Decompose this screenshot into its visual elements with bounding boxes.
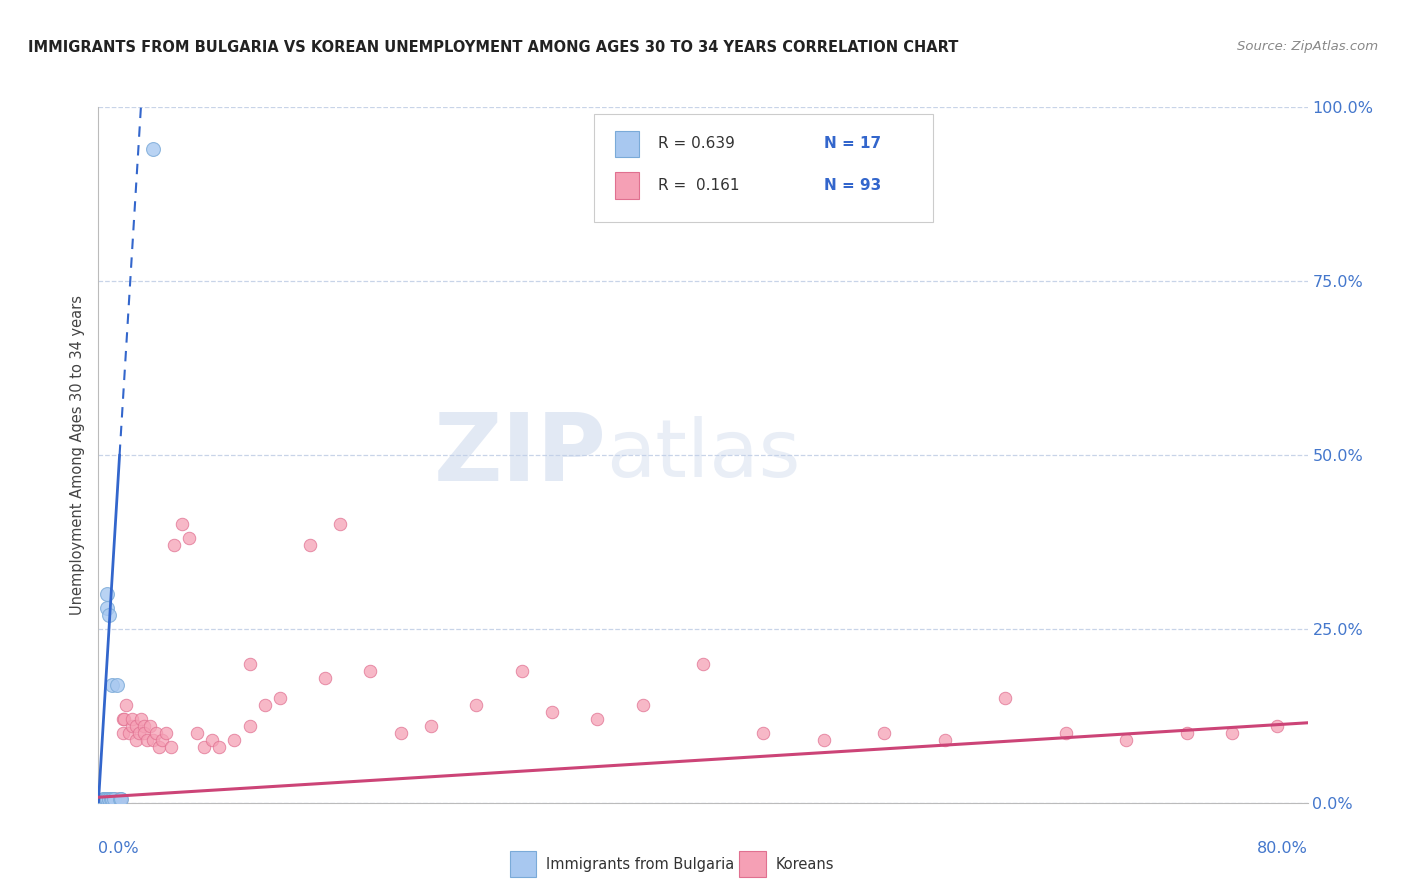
Text: R = 0.639: R = 0.639: [658, 136, 735, 152]
Text: IMMIGRANTS FROM BULGARIA VS KOREAN UNEMPLOYMENT AMONG AGES 30 TO 34 YEARS CORREL: IMMIGRANTS FROM BULGARIA VS KOREAN UNEMP…: [28, 40, 959, 55]
Text: ZIP: ZIP: [433, 409, 606, 501]
Text: atlas: atlas: [606, 416, 800, 494]
Text: N = 93: N = 93: [824, 178, 882, 194]
Y-axis label: Unemployment Among Ages 30 to 34 years: Unemployment Among Ages 30 to 34 years: [70, 295, 86, 615]
Text: 80.0%: 80.0%: [1257, 841, 1308, 856]
FancyBboxPatch shape: [509, 851, 536, 877]
FancyBboxPatch shape: [595, 114, 932, 222]
Text: Immigrants from Bulgaria: Immigrants from Bulgaria: [546, 856, 734, 871]
Text: N = 17: N = 17: [824, 136, 882, 152]
FancyBboxPatch shape: [740, 851, 766, 877]
Text: R =  0.161: R = 0.161: [658, 178, 740, 194]
Text: Koreans: Koreans: [776, 856, 834, 871]
FancyBboxPatch shape: [614, 131, 638, 157]
Text: 0.0%: 0.0%: [98, 841, 139, 856]
FancyBboxPatch shape: [614, 172, 638, 199]
Text: Source: ZipAtlas.com: Source: ZipAtlas.com: [1237, 40, 1378, 54]
